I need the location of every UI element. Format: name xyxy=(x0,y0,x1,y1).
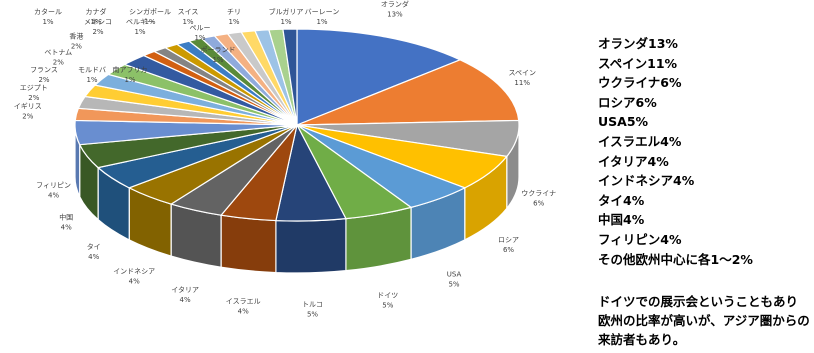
legend-item: 中国4% xyxy=(598,212,645,228)
data-label-name: バーレーン xyxy=(305,8,340,16)
pie-slice-スペイン xyxy=(296,59,520,126)
data-label-name: シンガポール xyxy=(129,7,171,16)
legend-item: ウクライナ6% xyxy=(598,75,682,91)
data-label-value: 5% xyxy=(448,280,459,288)
data-label-name: ベルギー xyxy=(126,18,154,26)
legend-item: イスラエル4% xyxy=(598,133,682,149)
data-label-name: チリ xyxy=(227,8,241,16)
data-label-name: ドイツ xyxy=(377,291,398,299)
note-text: ドイツでの展示会ということもあり欧州の比率が高いが、アジア圏からの来訪者もあり。 xyxy=(598,294,810,347)
pie-chart: オランダ 13% スペイン 11% ウクライナ 6% ロシア 6% USA 5% ドイツ 5% トルコ 5… xyxy=(14,0,556,318)
data-label-value: 1% xyxy=(144,18,155,26)
data-label-value: 1% xyxy=(86,76,97,84)
data-label-value: 1% xyxy=(42,18,53,26)
data-label-value: 13% xyxy=(387,10,403,18)
data-label-name: オランダ xyxy=(381,0,409,8)
data-label-value: 2% xyxy=(38,76,49,84)
pie-slice-オランダ xyxy=(296,28,462,126)
data-label-value: 4% xyxy=(88,253,99,261)
pie-side-トルコ xyxy=(275,217,347,274)
legend-item: イタリア4% xyxy=(598,153,669,169)
data-label-name: メキシコ xyxy=(84,18,112,26)
legend-item: インドネシア4% xyxy=(598,173,695,189)
data-label-value: 1% xyxy=(316,18,327,26)
data-label-name: ウクライナ xyxy=(521,189,556,197)
data-label-name: イタリア xyxy=(171,285,199,294)
data-label-name: イギリス xyxy=(14,103,42,111)
data-label-name: ブルガリア xyxy=(269,7,304,16)
data-label-name: タイ xyxy=(87,242,101,251)
data-label-value: 4% xyxy=(48,191,59,199)
legend-item: USA5% xyxy=(598,114,649,130)
data-label-name: カナダ xyxy=(86,7,107,16)
legend-text-list: オランダ13% スペイン11% ウクライナ6% ロシア6% USA5% イスラエル4% イタ… xyxy=(598,34,810,269)
data-label-value: 2% xyxy=(22,113,33,121)
legend-item: スペイン11% xyxy=(598,55,678,71)
pie-side-イスラエル xyxy=(220,214,277,274)
data-label-name: スイス xyxy=(178,8,199,16)
data-label-name: ベトナム xyxy=(44,49,72,57)
data-label-value: 1% xyxy=(182,18,193,26)
data-label-name: エジプト xyxy=(20,84,48,92)
pie-sides xyxy=(74,124,520,274)
data-label-value: 2% xyxy=(71,43,82,51)
data-label-name: ポーランド xyxy=(201,46,236,54)
data-label-value: 6% xyxy=(503,246,514,254)
data-label-value: 6% xyxy=(533,199,544,207)
data-label-value: 2% xyxy=(53,59,64,67)
data-label-name: フランス xyxy=(30,66,58,74)
data-label-value: 11% xyxy=(514,79,530,87)
data-label-value: 1% xyxy=(280,18,291,26)
data-label-name: インドネシア xyxy=(113,268,155,276)
legend-item: タイ4% xyxy=(598,192,645,208)
data-label-value: 4% xyxy=(129,278,140,286)
pie-slice-モルドバ xyxy=(282,28,298,126)
data-label-value: 1% xyxy=(212,56,223,64)
data-label-name: ペルー xyxy=(190,24,211,32)
data-label-name: 中国 xyxy=(59,212,73,221)
data-label-value: 4% xyxy=(61,223,72,231)
data-label-name: 南アフリカ xyxy=(113,65,148,74)
data-label-value: 2% xyxy=(92,28,103,36)
legend-item: フィリピン4% xyxy=(598,231,682,247)
data-label-value: 1% xyxy=(124,76,135,84)
data-label-name: USA xyxy=(447,270,462,278)
data-label-value: 5% xyxy=(307,310,318,318)
data-label-name: トルコ xyxy=(302,300,323,308)
data-label-value: 1% xyxy=(134,28,145,36)
legend-item: その他欧州中心に各1～2% xyxy=(598,251,753,267)
data-label-value: 1% xyxy=(228,18,239,26)
legend-item: オランダ13% xyxy=(598,36,678,51)
data-label-name: ロシア xyxy=(498,236,519,244)
pie-data-labels: オランダ 13% スペイン 11% ウクライナ 6% ロシア 6% USA 5% ドイツ 5% トルコ 5… xyxy=(14,0,556,318)
pie-slices xyxy=(74,28,520,222)
data-label-name: イスラエル xyxy=(226,297,261,305)
data-label-value: 2% xyxy=(28,94,39,102)
legend-item: ロシア6% xyxy=(598,94,657,110)
data-label-name: 香港 xyxy=(69,32,83,41)
data-label-value: 1% xyxy=(194,34,205,42)
data-label-value: 4% xyxy=(180,296,191,304)
data-label-value: 4% xyxy=(238,307,249,315)
data-label-name: カタール xyxy=(34,7,62,16)
data-label-name: スペイン xyxy=(508,69,536,77)
data-label-value: 1% xyxy=(90,18,101,26)
data-label-name: フィリピン xyxy=(36,181,71,189)
data-label-value: 5% xyxy=(382,301,393,309)
data-label-name: モルドバ xyxy=(78,66,106,74)
